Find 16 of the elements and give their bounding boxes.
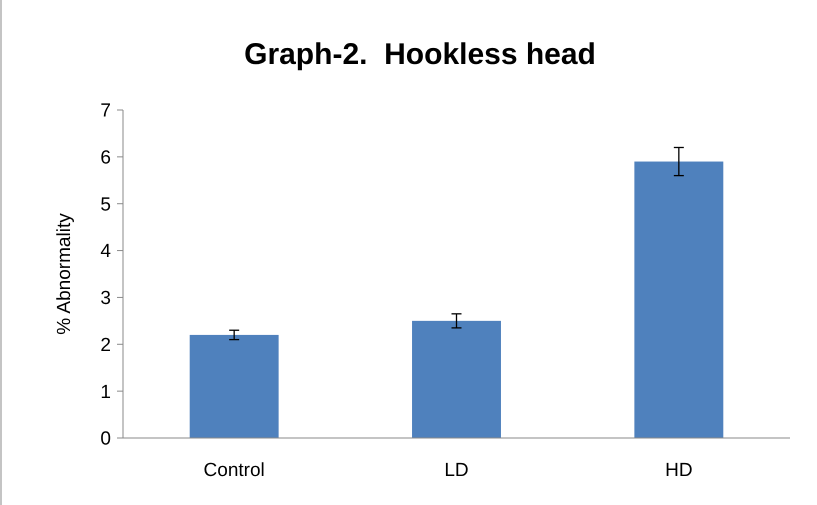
y-tick-label: 0 bbox=[100, 428, 111, 450]
y-tick-label: 2 bbox=[100, 334, 111, 356]
y-tick-label: 5 bbox=[100, 194, 111, 216]
x-tick-label: Control bbox=[204, 460, 265, 481]
bar bbox=[190, 334, 279, 438]
bar bbox=[634, 162, 724, 438]
y-tick-label: 4 bbox=[100, 241, 112, 262]
y-tick-label: 6 bbox=[100, 148, 111, 169]
y-axis-title: % Abnormality bbox=[54, 212, 75, 335]
x-tick-label: HD bbox=[665, 460, 693, 481]
y-tick-label: 7 bbox=[100, 100, 111, 122]
y-tick-label: 1 bbox=[100, 382, 111, 403]
y-tick-label: 3 bbox=[100, 288, 111, 310]
x-tick-label: LD bbox=[444, 460, 469, 481]
bar bbox=[412, 320, 501, 438]
chart-title: Graph-2. Hookless head bbox=[244, 38, 596, 71]
